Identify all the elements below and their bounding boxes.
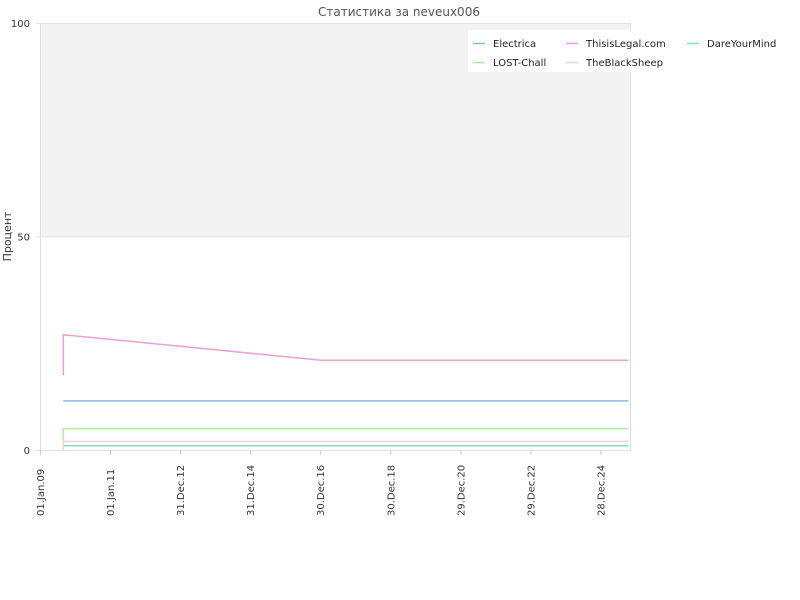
y-tick-label: 100	[11, 19, 30, 30]
legend-label: LOST-Chall	[493, 58, 546, 69]
series-line-dareyourmind	[62, 444, 629, 450]
legend-label: Electrica	[493, 39, 536, 50]
legend-label: TheBlackSheep	[585, 58, 663, 69]
x-tick-label: 31.Dec.14	[246, 465, 257, 516]
y-axis-label: Процент	[1, 211, 14, 261]
x-tick-label: 29.Dec.20	[456, 465, 467, 516]
series-line-theblacksheep	[62, 440, 629, 450]
legend-box	[468, 30, 646, 72]
chart-title: Статистика за neveux006	[318, 5, 480, 19]
x-tick-label: 31.Dec.12	[176, 465, 187, 516]
series-line-lost-chall	[62, 427, 629, 450]
x-axis: 01.Jan.09 01.Jan.11 31.Dec.12 31.Dec.14 30.D…	[36, 450, 607, 516]
legend-label: ThisisLegal.com	[585, 39, 666, 50]
x-tick-label: 01.Jan.11	[106, 469, 117, 516]
x-tick-label: 01.Jan.09	[36, 469, 47, 516]
y-tick-label: 0	[24, 446, 30, 457]
x-tick-label: 28.Dec.24	[596, 465, 607, 516]
series-layer	[62, 333, 629, 450]
series-line-thisislegal-com	[62, 333, 629, 376]
y-tick-label: 50	[17, 233, 30, 244]
legend: Electrica ThisisLegal.com DareYourMind LOST…	[468, 30, 776, 72]
x-tick-label: 30.Dec.18	[386, 465, 397, 516]
legend-label: DareYourMind	[707, 39, 776, 50]
x-tick-label: 29.Dec.22	[526, 465, 537, 516]
x-tick-label: 30.Dec.16	[316, 465, 327, 516]
